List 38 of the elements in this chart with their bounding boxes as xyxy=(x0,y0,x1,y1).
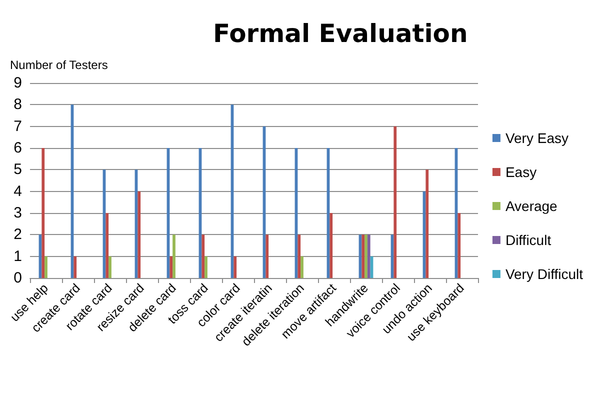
bar xyxy=(367,234,370,278)
bar xyxy=(330,213,333,278)
bar xyxy=(170,256,173,278)
legend-label: Very Difficult xyxy=(505,266,584,282)
bar xyxy=(266,234,269,278)
bar xyxy=(74,256,77,278)
y-tick-label: 9 xyxy=(14,74,22,92)
bar xyxy=(364,234,368,278)
y-tick-label: 0 xyxy=(14,270,22,286)
bar xyxy=(426,170,429,278)
bar xyxy=(362,234,365,278)
legend-label: Average xyxy=(505,198,558,214)
bar xyxy=(234,256,237,278)
bar xyxy=(298,234,301,278)
bar xyxy=(300,256,304,278)
bar xyxy=(42,148,45,278)
bar xyxy=(458,213,461,278)
y-axis-title: Number of Testers xyxy=(10,58,108,72)
bar xyxy=(44,256,48,278)
chart-title: Formal Evaluation xyxy=(213,19,468,48)
bar xyxy=(172,234,176,278)
bar xyxy=(202,234,205,278)
y-tick-label: 4 xyxy=(14,182,22,200)
bar xyxy=(106,213,109,278)
y-tick-label: 3 xyxy=(14,204,22,222)
bar xyxy=(138,191,141,278)
y-tick-label: 5 xyxy=(14,161,22,178)
y-tick-label: 2 xyxy=(14,226,22,244)
bar xyxy=(204,256,208,278)
y-tick-label: 8 xyxy=(14,96,22,114)
bar xyxy=(108,256,112,278)
bar xyxy=(394,126,397,278)
y-tick-label: 7 xyxy=(14,118,22,135)
y-tick-label: 6 xyxy=(14,140,22,156)
legend-label: Easy xyxy=(505,164,537,180)
y-tick-label: 1 xyxy=(14,248,22,265)
legend-label: Difficult xyxy=(505,232,552,248)
legend-label: Very Easy xyxy=(505,130,568,146)
